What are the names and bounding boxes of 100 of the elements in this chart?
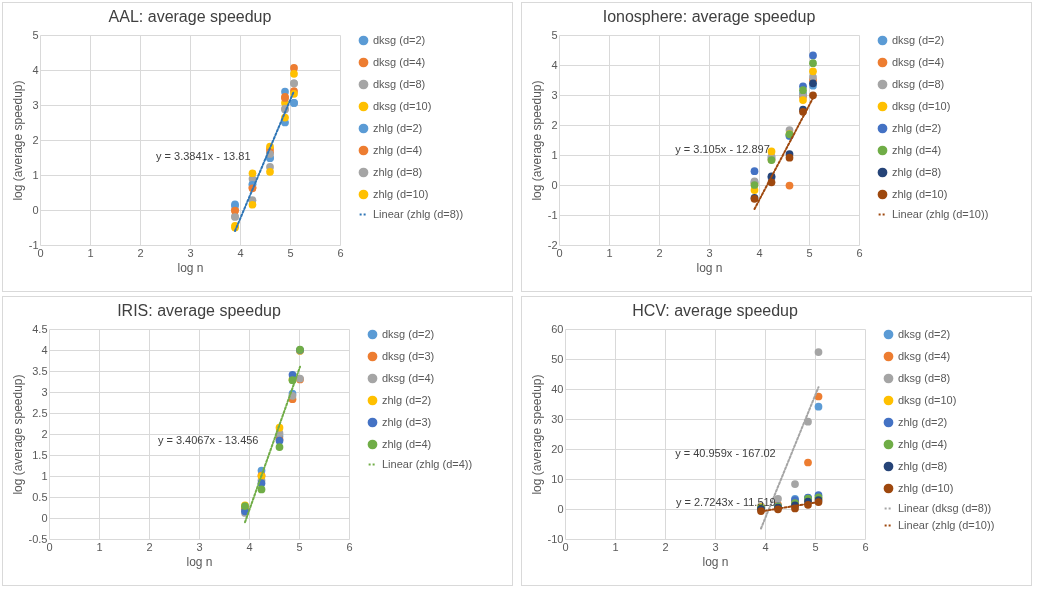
y-tick-label: 5 bbox=[551, 28, 558, 41]
x-axis-title: log n bbox=[696, 260, 723, 275]
legend-label: dksg (d=10) bbox=[898, 393, 957, 406]
y-tick-label: -10 bbox=[547, 532, 564, 545]
annotation: y = 3.3841x - 13.81 bbox=[156, 150, 251, 162]
legend-label: dksg (d=8) bbox=[898, 371, 951, 384]
legend-label: dksg (d=2) bbox=[892, 33, 945, 46]
legend-label: zhlg (d=2) bbox=[382, 393, 432, 406]
x-tick-label: 2 bbox=[146, 540, 153, 553]
x-tick-label: 3 bbox=[706, 246, 713, 259]
x-axis-title: log n bbox=[177, 260, 204, 275]
y-tick-label: 3 bbox=[551, 88, 558, 101]
annotation: y = 3.4067x - 13.456 bbox=[157, 433, 259, 446]
legend-label: dksg (d=8) bbox=[892, 77, 945, 90]
legend-label: Linear (zhlg (d=4)) bbox=[382, 457, 473, 470]
chart-title: IRIS: average speedup bbox=[117, 302, 281, 319]
x-tick-label: 4 bbox=[237, 246, 244, 259]
legend-label: dksg (d=4) bbox=[898, 349, 951, 362]
y-tick-label: 2 bbox=[41, 427, 48, 440]
y-tick-label: -0.5 bbox=[28, 532, 48, 545]
legend-label: zhlg (d=8) bbox=[373, 165, 423, 178]
legend-label: Linear (zhlg (d=8)) bbox=[373, 207, 464, 220]
y-tick-label: 1.5 bbox=[32, 448, 48, 461]
y-tick-label: 1 bbox=[41, 469, 48, 482]
y-tick-label: 0.5 bbox=[32, 490, 48, 503]
annotation: y = 2.7243x - 11.519 bbox=[675, 495, 776, 508]
x-tick-label: 1 bbox=[96, 540, 103, 553]
legend-label: Linear (dksg (d=8)) bbox=[898, 501, 992, 514]
y-tick-label: 1 bbox=[32, 168, 39, 181]
legend-label: zhlg (d=4) bbox=[898, 437, 948, 450]
x-tick-label: 6 bbox=[337, 246, 344, 259]
annotation: y = 3.105x - 12.897 bbox=[675, 142, 770, 155]
x-tick-label: 3 bbox=[187, 246, 194, 259]
y-tick-label: -2 bbox=[547, 238, 558, 251]
x-axis-title: log n bbox=[186, 554, 213, 569]
x-tick-label: 2 bbox=[662, 540, 669, 553]
x-tick-label: 6 bbox=[856, 246, 863, 259]
legend-label: zhlg (d=4) bbox=[892, 143, 942, 156]
legend-label: zhlg (d=2) bbox=[892, 121, 942, 134]
y-tick-label: 50 bbox=[551, 352, 564, 365]
legend-label: Linear (zhlg (d=10)) bbox=[898, 518, 995, 531]
y-tick-label: 0 bbox=[557, 502, 564, 515]
y-tick-label: 2 bbox=[32, 133, 39, 146]
legend-label: dksg (d=2) bbox=[373, 33, 426, 46]
x-tick-label: 4 bbox=[762, 540, 769, 553]
y-tick-label: 0 bbox=[41, 511, 48, 524]
x-tick-label: 1 bbox=[612, 540, 619, 553]
x-tick-label: 4 bbox=[246, 540, 253, 553]
legend-label: Linear (zhlg (d=10)) bbox=[892, 207, 989, 220]
legend-label: dksg (d=4) bbox=[892, 55, 945, 68]
x-tick-label: 5 bbox=[812, 540, 819, 553]
x-tick-label: 5 bbox=[287, 246, 294, 259]
y-tick-label: 3 bbox=[41, 385, 48, 398]
x-tick-label: 2 bbox=[137, 246, 144, 259]
y-axis-title: log (average speedup) bbox=[529, 374, 544, 495]
x-tick-label: 4 bbox=[756, 246, 763, 259]
y-tick-label: 3.5 bbox=[32, 364, 48, 377]
legend-label: zhlg (d=2) bbox=[373, 121, 423, 134]
legend-label: zhlg (d=8) bbox=[892, 165, 942, 178]
chart-title: AAL: average speedup bbox=[108, 8, 272, 25]
x-tick-label: 6 bbox=[862, 540, 869, 553]
y-axis-title: log (average speedup) bbox=[529, 80, 544, 201]
y-tick-label: 4.5 bbox=[32, 322, 48, 335]
legend-label: dksg (d=10) bbox=[892, 99, 951, 112]
y-tick-label: 3 bbox=[32, 98, 39, 111]
y-tick-label: 60 bbox=[551, 322, 564, 335]
x-tick-label: 3 bbox=[196, 540, 203, 553]
x-tick-label: 5 bbox=[296, 540, 303, 553]
y-tick-label: -1 bbox=[28, 238, 39, 251]
y-axis-title: log (average speedup) bbox=[10, 80, 25, 201]
legend-label: zhlg (d=10) bbox=[892, 187, 948, 200]
y-tick-label: 1 bbox=[551, 148, 558, 161]
y-tick-label: 2 bbox=[551, 118, 558, 131]
legend-label: zhlg (d=2) bbox=[898, 415, 948, 428]
y-tick-label: 2.5 bbox=[32, 406, 48, 419]
legend-label: dksg (d=3) bbox=[382, 349, 435, 362]
y-tick-label: 5 bbox=[32, 28, 39, 41]
chart-title: HCV: average speedup bbox=[632, 302, 798, 319]
y-tick-label: 4 bbox=[551, 58, 558, 71]
legend-label: zhlg (d=10) bbox=[898, 481, 954, 494]
y-tick-label: -1 bbox=[547, 208, 558, 221]
legend-label: zhlg (d=3) bbox=[382, 415, 432, 428]
legend-label: zhlg (d=4) bbox=[382, 437, 432, 450]
legend-label: zhlg (d=10) bbox=[373, 187, 429, 200]
legend-label: dksg (d=4) bbox=[382, 371, 435, 384]
x-tick-label: 1 bbox=[87, 246, 94, 259]
chart-title: Ionosphere: average speedup bbox=[602, 8, 816, 25]
legend-label: dksg (d=8) bbox=[373, 77, 426, 90]
y-tick-label: 40 bbox=[551, 382, 564, 395]
x-tick-label: 1 bbox=[606, 246, 613, 259]
x-tick-label: 6 bbox=[346, 540, 353, 553]
y-axis-title: log (average speedup) bbox=[10, 374, 25, 495]
y-tick-label: 4 bbox=[41, 343, 48, 356]
y-tick-label: 0 bbox=[551, 178, 558, 191]
x-tick-label: 3 bbox=[712, 540, 719, 553]
y-tick-label: 30 bbox=[551, 412, 564, 425]
y-tick-label: 4 bbox=[32, 63, 39, 76]
legend-label: dksg (d=4) bbox=[373, 55, 426, 68]
x-tick-label: 2 bbox=[656, 246, 663, 259]
legend-label: dksg (d=2) bbox=[382, 327, 435, 340]
